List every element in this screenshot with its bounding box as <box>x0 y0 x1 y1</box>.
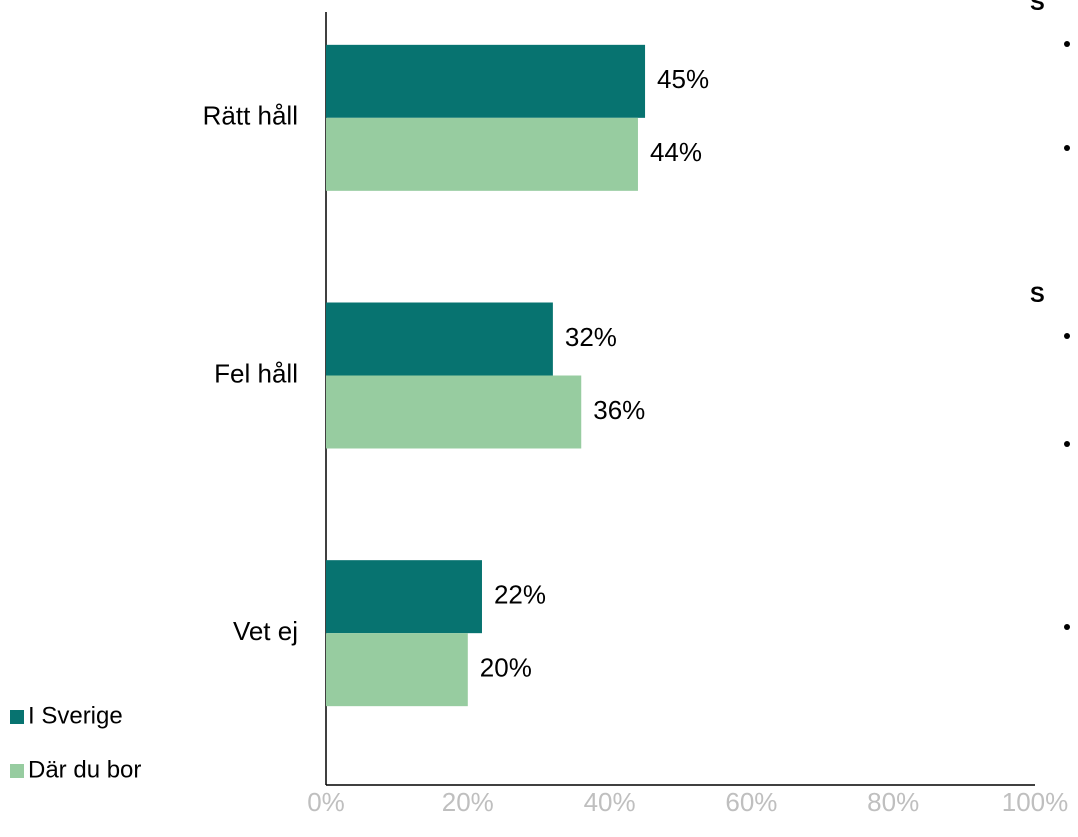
x-tick-label: 20% <box>442 787 494 817</box>
category-label: Fel håll <box>214 358 298 388</box>
value-label: 32% <box>565 322 617 352</box>
value-label: 45% <box>657 64 709 94</box>
bar <box>326 44 646 118</box>
side-note: S <box>1030 0 1045 15</box>
x-tick-label: 60% <box>725 787 777 817</box>
legend-swatch <box>10 710 24 724</box>
bar <box>326 375 582 449</box>
side-note: S <box>1030 282 1045 307</box>
x-tick-label: 40% <box>584 787 636 817</box>
legend-label: Där du bor <box>28 756 141 783</box>
category-label: Rätt håll <box>203 101 298 131</box>
x-tick-label: 100% <box>1002 787 1069 817</box>
x-tick-label: 0% <box>307 787 345 817</box>
legend-swatch <box>10 764 24 778</box>
bar <box>326 302 553 376</box>
value-label: 20% <box>480 653 532 683</box>
bar <box>326 560 482 634</box>
x-tick-label: 80% <box>867 787 919 817</box>
value-label: 44% <box>650 137 702 167</box>
bar <box>326 633 468 707</box>
legend-label: I Sverige <box>28 702 123 729</box>
category-label: Vet ej <box>233 616 298 646</box>
value-label: 22% <box>494 580 546 610</box>
value-label: 36% <box>593 395 645 425</box>
bar <box>326 117 638 191</box>
bullets <box>1064 41 1070 630</box>
